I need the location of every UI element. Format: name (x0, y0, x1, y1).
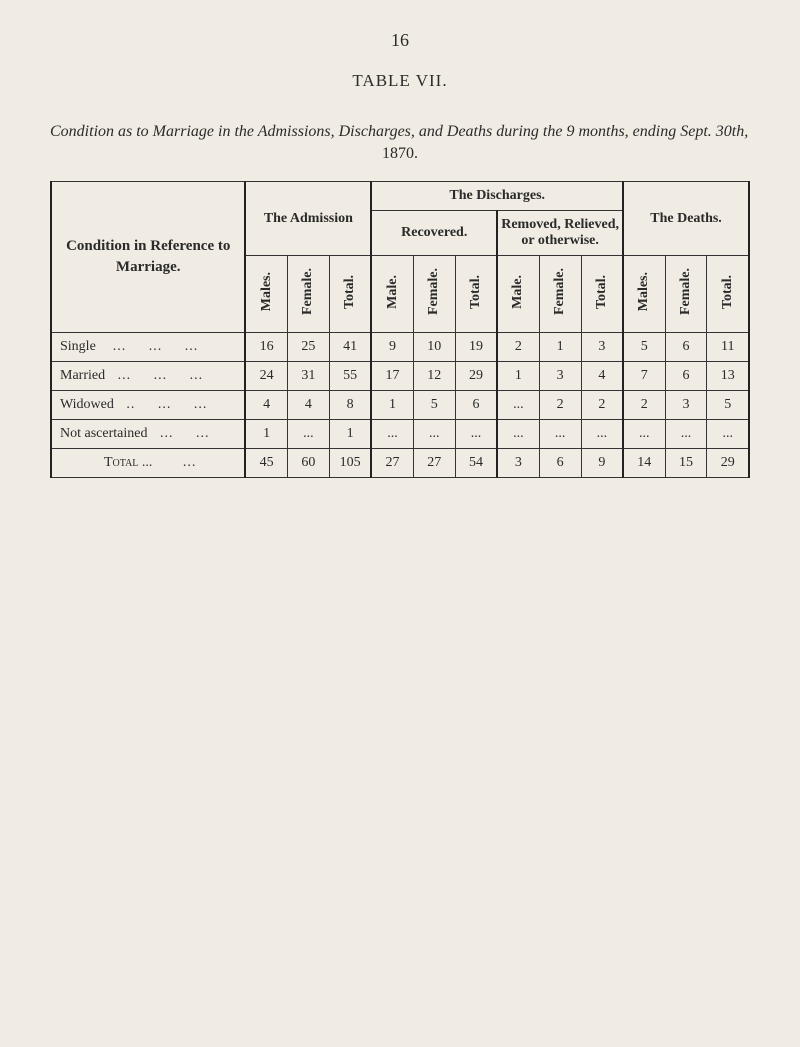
row-label: Married ... ... ... (51, 362, 245, 391)
cell: 29 (455, 362, 497, 391)
table-row: Widowed .. ... ... 4 4 8 1 5 6 ... 2 2 2… (51, 391, 749, 420)
col-group-deaths: The Deaths. (623, 182, 749, 256)
col-sub-males4: Males. (623, 256, 665, 333)
cell: 16 (245, 333, 287, 362)
cell: ... (371, 420, 413, 449)
col-sub-male3: Male. (497, 256, 539, 333)
cell: 5 (707, 391, 749, 420)
col-sub-total2: Total. (455, 256, 497, 333)
cell: 11 (707, 333, 749, 362)
table-row: Not ascertained ... ... 1 ... 1 ... ... … (51, 420, 749, 449)
cell: 2 (497, 333, 539, 362)
cell: ... (413, 420, 455, 449)
cell: 1 (329, 420, 371, 449)
cell: 3 (497, 449, 539, 478)
cell: 5 (413, 391, 455, 420)
cell: 25 (287, 333, 329, 362)
table-caption: Condition as to Marriage in the Admissio… (50, 121, 750, 143)
cell: 6 (455, 391, 497, 420)
cell: 2 (581, 391, 623, 420)
cell: 1 (539, 333, 581, 362)
col-spanner-discharges: The Discharges. (371, 182, 623, 211)
cell: 12 (413, 362, 455, 391)
col-sub-female: Female. (287, 256, 329, 333)
total-row: Total ... ... 45 60 105 27 27 54 3 6 9 1… (51, 449, 749, 478)
col-sub-males: Males. (245, 256, 287, 333)
col-group-removed: Removed, Relieved, or otherwise. (497, 211, 623, 256)
total-label: Total ... ... (51, 449, 245, 478)
cell: 24 (245, 362, 287, 391)
cell: 29 (707, 449, 749, 478)
cell: 45 (245, 449, 287, 478)
table-row: Single ... ... ... 16 25 41 9 10 19 2 1 … (51, 333, 749, 362)
col-group-admission: The Admission (245, 182, 371, 256)
data-table: Condition in Reference to Marriage. The … (50, 181, 750, 478)
cell: 2 (539, 391, 581, 420)
cell: 1 (245, 420, 287, 449)
cell: 13 (707, 362, 749, 391)
col-sub-total3: Total. (581, 256, 623, 333)
cell: 3 (665, 391, 707, 420)
cell: 31 (287, 362, 329, 391)
cell: 9 (371, 333, 413, 362)
cell: 7 (623, 362, 665, 391)
cell: 55 (329, 362, 371, 391)
table-row: Married ... ... ... 24 31 55 17 12 29 1 … (51, 362, 749, 391)
col-sub-female3: Female. (539, 256, 581, 333)
cell: ... (707, 420, 749, 449)
row-label: Not ascertained ... ... (51, 420, 245, 449)
cell: 60 (287, 449, 329, 478)
cell: 15 (665, 449, 707, 478)
cell: 8 (329, 391, 371, 420)
cell: 17 (371, 362, 413, 391)
cell: ... (287, 420, 329, 449)
col-sub-total: Total. (329, 256, 371, 333)
cell: 1 (497, 362, 539, 391)
cell: 4 (287, 391, 329, 420)
cell: 9 (581, 449, 623, 478)
cell: 2 (623, 391, 665, 420)
row-label: Widowed .. ... ... (51, 391, 245, 420)
cell: ... (623, 420, 665, 449)
cell: 6 (665, 362, 707, 391)
cell: 3 (539, 362, 581, 391)
cell: 41 (329, 333, 371, 362)
cell: 6 (665, 333, 707, 362)
col-sub-total4: Total. (707, 256, 749, 333)
stub-header: Condition in Reference to Marriage. (51, 182, 245, 333)
cell: 27 (371, 449, 413, 478)
table-caption-year: 1870. (50, 145, 750, 163)
cell: 4 (245, 391, 287, 420)
table-number: TABLE VII. (50, 71, 750, 91)
cell: 3 (581, 333, 623, 362)
cell: 6 (539, 449, 581, 478)
cell: 19 (455, 333, 497, 362)
col-group-recovered: Recovered. (371, 211, 497, 256)
page-number: 16 (50, 30, 750, 51)
col-sub-female2: Female. (413, 256, 455, 333)
cell: ... (497, 391, 539, 420)
cell: 10 (413, 333, 455, 362)
cell: ... (497, 420, 539, 449)
cell: 105 (329, 449, 371, 478)
cell: 5 (623, 333, 665, 362)
cell: ... (539, 420, 581, 449)
cell: 27 (413, 449, 455, 478)
cell: ... (581, 420, 623, 449)
cell: 14 (623, 449, 665, 478)
cell: ... (665, 420, 707, 449)
cell: ... (455, 420, 497, 449)
row-label: Single ... ... ... (51, 333, 245, 362)
cell: 4 (581, 362, 623, 391)
cell: 1 (371, 391, 413, 420)
col-sub-female4: Female. (665, 256, 707, 333)
cell: 54 (455, 449, 497, 478)
col-sub-male2: Male. (371, 256, 413, 333)
